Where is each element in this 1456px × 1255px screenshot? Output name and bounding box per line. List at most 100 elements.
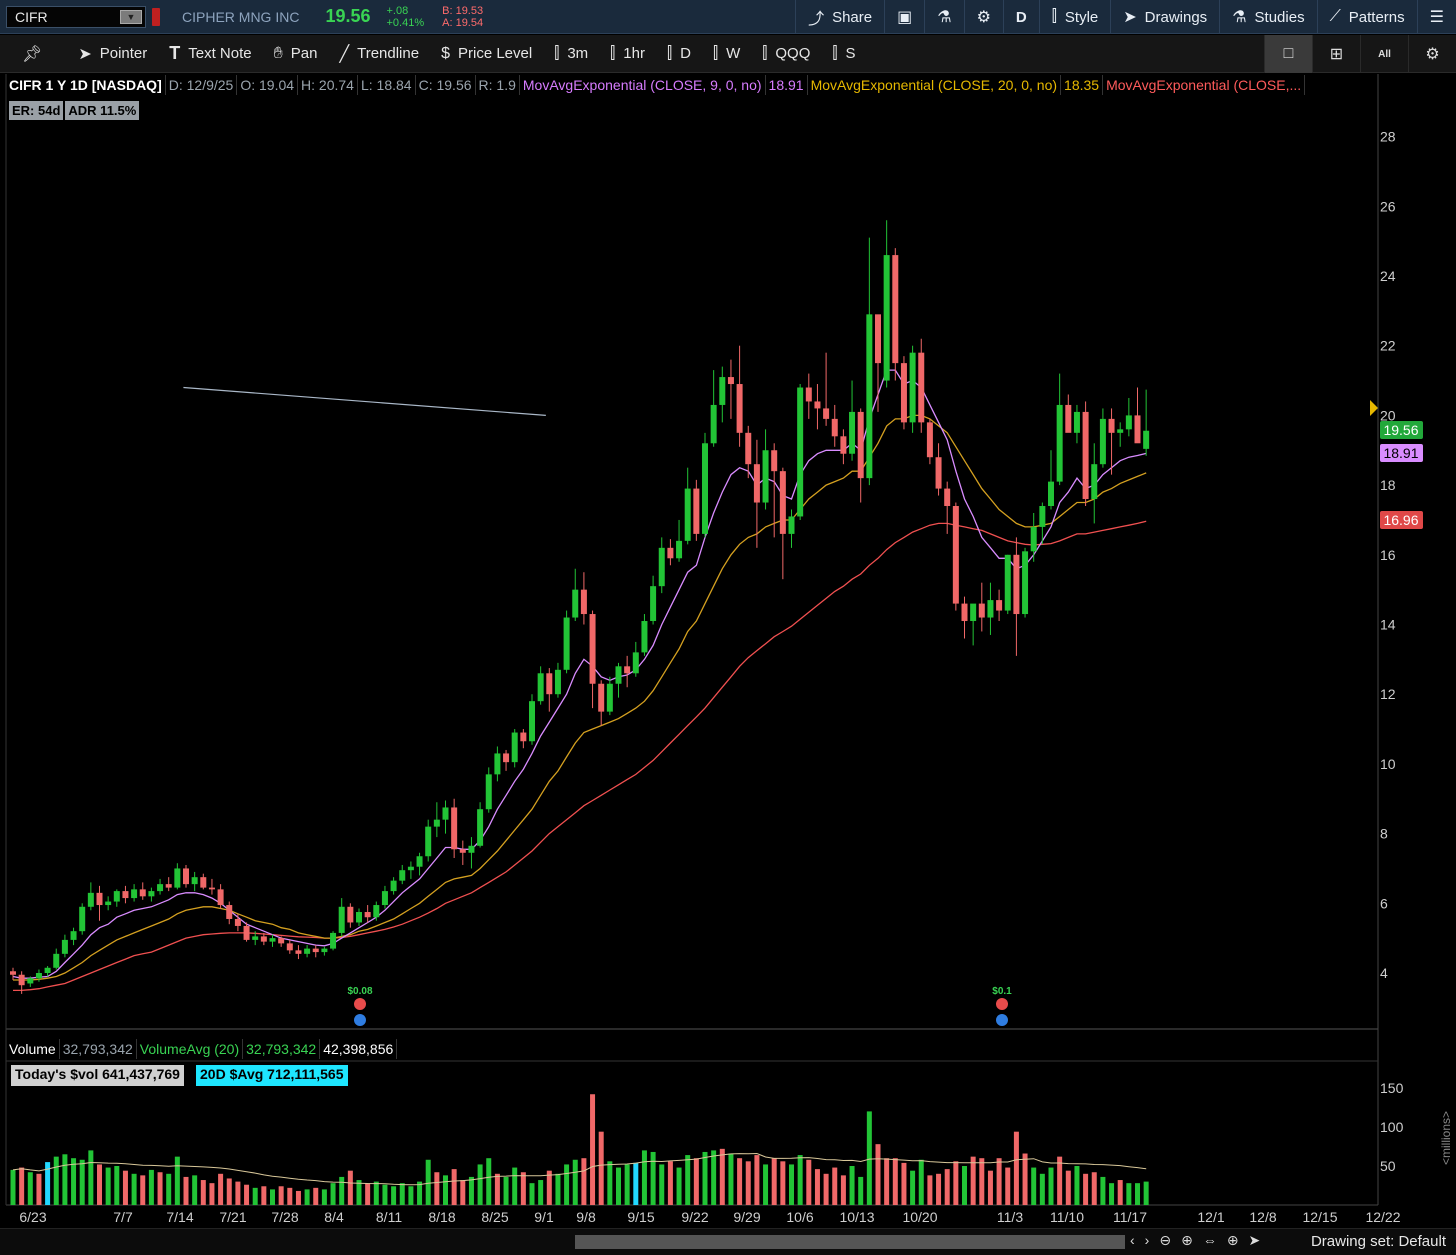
candle-body	[53, 953, 60, 968]
time-tick-label: 9/15	[627, 1209, 654, 1225]
fit-icon[interactable]: ⇔	[1202, 1232, 1217, 1248]
volume-bar	[71, 1158, 77, 1205]
toolbar-settings-button[interactable]: ⚙	[1408, 35, 1456, 73]
price-tick-label: 28	[1380, 129, 1396, 145]
all-button[interactable]: All	[1360, 35, 1408, 73]
candles	[10, 220, 1150, 994]
settings-button[interactable]: ⚙	[963, 0, 1003, 34]
volume-bar	[1135, 1183, 1140, 1205]
scroll-right-icon[interactable]: ›	[1144, 1232, 1150, 1248]
volume-bar	[88, 1150, 94, 1205]
single-layout-button[interactable]: □	[1264, 35, 1312, 73]
volume-avg-label[interactable]: VolumeAvg (20)	[137, 1039, 244, 1059]
volume-bar	[451, 1169, 457, 1205]
volume-bar	[114, 1166, 120, 1205]
symbol-dropdown-icon[interactable]: ▼	[120, 9, 142, 24]
candle-body	[148, 891, 155, 897]
studies-flask-button[interactable]: ⚗	[924, 0, 963, 34]
volume-unit-label: <millions>	[1439, 1111, 1453, 1165]
drawing-toolbar: 📌︎ ➤ Pointer T Text Note ✋︎ Pan ╱ Trendline …	[0, 35, 1456, 73]
patterns-button[interactable]: ⟋ Patterns	[1316, 0, 1417, 34]
candle-body	[1082, 411, 1089, 500]
candle-body	[226, 905, 233, 919]
tf-w-button[interactable]: ⫿ W	[702, 35, 751, 73]
ema50-path	[13, 520, 1147, 992]
tf-3m-button[interactable]: ⫿ 3m	[543, 35, 599, 73]
candle-body	[477, 809, 484, 846]
dividend-amount: $0.08	[347, 986, 372, 997]
candle-body	[1004, 554, 1011, 611]
time-tick-label: 12/22	[1365, 1209, 1400, 1225]
candle-body	[35, 973, 42, 979]
candle-body	[234, 918, 241, 926]
flag-icon[interactable]	[152, 7, 160, 26]
menu-button[interactable]: ☰	[1416, 0, 1456, 34]
hand-icon: ✋︎	[273, 44, 283, 62]
studies-button[interactable]: ⚗ Studies	[1219, 0, 1316, 34]
qqq-button[interactable]: ⫿ QQQ	[751, 35, 821, 73]
s-label: S	[845, 45, 856, 62]
drawing-set-label[interactable]: Drawing set: Default	[1310, 1233, 1446, 1250]
symbol-input[interactable]: CIFR ▼	[6, 5, 146, 28]
volume-tick-label: 150	[1380, 1080, 1404, 1096]
volume-bar	[598, 1131, 604, 1205]
candle-body	[122, 891, 129, 899]
volume-bar	[27, 1172, 33, 1205]
volume-bar	[1100, 1176, 1106, 1205]
candle-body	[18, 974, 25, 986]
s-button[interactable]: ⫿ S	[821, 35, 866, 73]
time-tick-label: 8/18	[428, 1209, 455, 1225]
volume-bar	[858, 1176, 864, 1205]
price-level-button[interactable]: $ Price Level	[430, 35, 543, 73]
volume-bar	[564, 1164, 570, 1205]
volume-bar	[512, 1167, 518, 1205]
candle-body	[952, 506, 959, 604]
share-button[interactable]: ⤴ Share	[795, 0, 884, 34]
candle-body	[27, 978, 34, 984]
candle-body	[970, 603, 977, 622]
zoom-in-icon[interactable]: ⊕	[1181, 1232, 1193, 1248]
volume-bar	[140, 1175, 146, 1205]
grid-layout-button[interactable]: ⊞	[1312, 35, 1360, 73]
style-button[interactable]: ⫿ Style	[1038, 0, 1110, 34]
ema20-label[interactable]: MovAvgExponential (CLOSE, 20, 0, no)	[808, 75, 1062, 95]
pan-button[interactable]: ✋︎ Pan	[263, 35, 329, 73]
text-note-button[interactable]: T Text Note	[158, 35, 262, 73]
candle-body	[157, 884, 164, 892]
crosshair-icon[interactable]: ⊕	[1226, 1232, 1239, 1248]
gear-icon: ⚙	[976, 9, 991, 26]
tf-d-button[interactable]: ⫿ D	[656, 35, 702, 73]
candle-body	[208, 887, 215, 890]
time-tick-label: 11/17	[1113, 1209, 1147, 1225]
candle-body	[1030, 526, 1037, 552]
candle-body	[1091, 464, 1098, 500]
volume-bar	[711, 1150, 717, 1205]
range-value: R: 1.9	[476, 75, 520, 95]
studies-label: Studies	[1254, 8, 1305, 26]
candle-body	[831, 418, 838, 437]
aggregation-button[interactable]: D	[1002, 0, 1039, 34]
cursor-icon[interactable]: ➤	[1248, 1232, 1261, 1248]
trendline-drawing[interactable]	[183, 386, 546, 416]
price-tick-label: 8	[1380, 826, 1388, 842]
price-tick-label: 18	[1380, 477, 1396, 493]
volume-bar	[763, 1164, 769, 1205]
volume-bar	[1031, 1167, 1037, 1205]
tf-1hr-button[interactable]: ⫿ 1hr	[599, 35, 656, 73]
ema50-label[interactable]: MovAvgExponential (CLOSE,...	[1103, 75, 1306, 95]
volume-info-bar: Volume 32,793,342 VolumeAvg (20) 32,793,…	[6, 1038, 398, 1060]
volume-bar	[391, 1186, 397, 1205]
scroll-left-icon[interactable]: ‹	[1130, 1232, 1135, 1248]
drawings-button[interactable]: ➤ Drawings	[1110, 0, 1219, 34]
pin-button[interactable]: 📌︎	[0, 35, 53, 73]
pointer-button[interactable]: ➤ Pointer	[67, 35, 158, 73]
ema9-label[interactable]: MovAvgExponential (CLOSE, 9, 0, no)	[520, 75, 766, 95]
chart-settings-button[interactable]: ▣	[884, 0, 924, 34]
horizontal-scrollbar[interactable]	[575, 1235, 1125, 1249]
volume-bar	[1013, 1131, 1019, 1205]
trendline-button[interactable]: ╱ Trendline	[328, 35, 430, 73]
volume-bar	[918, 1159, 924, 1205]
zoom-out-icon[interactable]: ⊖	[1159, 1232, 1172, 1248]
volume-axis: 150 100 50 <millions>	[1380, 1080, 1453, 1174]
volume-bar	[1117, 1180, 1123, 1205]
